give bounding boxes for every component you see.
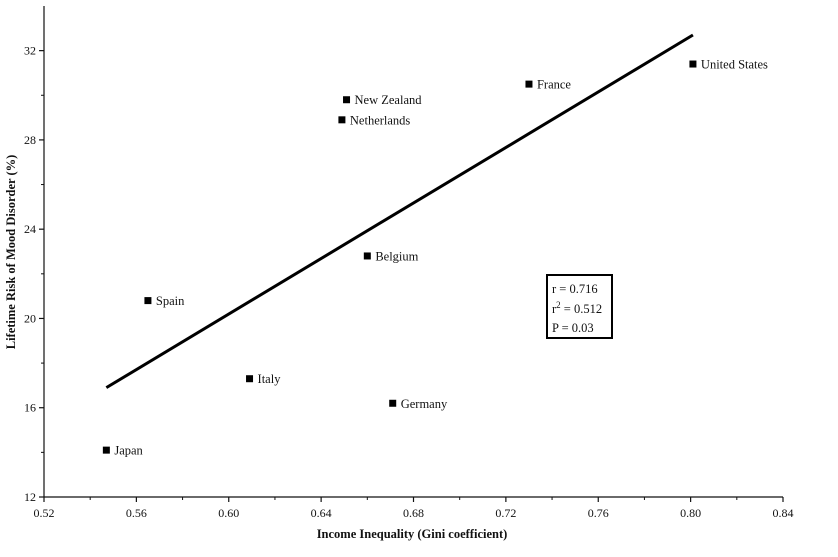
- data-point-label: United States: [701, 58, 768, 72]
- data-point-marker: [102, 446, 110, 454]
- data-point-label: Netherlands: [350, 113, 411, 127]
- stat-r-squared-prefix: r: [552, 302, 557, 316]
- x-tick-label: 0.64: [311, 506, 332, 520]
- stats-box-border: [546, 274, 613, 339]
- data-point-label: Japan: [114, 444, 143, 458]
- data-point-marker: [144, 297, 152, 305]
- y-tick-label: 12: [24, 490, 36, 504]
- x-tick-label: 0.84: [773, 506, 794, 520]
- stat-r-squared: r2 = 0.512: [552, 300, 602, 316]
- x-axis-title: Income Inequality (Gini coefficient): [317, 527, 508, 541]
- data-point-label: Italy: [258, 372, 282, 386]
- x-tick-label: 0.68: [403, 506, 424, 520]
- data-point-label: France: [537, 78, 571, 92]
- y-tick-label: 24: [24, 222, 36, 236]
- data-point-marker: [389, 399, 397, 407]
- x-axis-ticks: 0.52 0.56 0.60 0.64 0.68 0.72 0.76 0.80 0.84: [34, 497, 794, 520]
- data-point-label: Spain: [156, 294, 185, 308]
- stat-r-squared-value: = 0.512: [561, 302, 602, 316]
- data-points: United States France New Zealand Netherland…: [102, 58, 768, 458]
- x-tick-label: 0.52: [34, 506, 55, 520]
- y-tick-label: 20: [24, 311, 36, 325]
- data-point-marker: [525, 80, 533, 88]
- x-tick-label: 0.76: [588, 506, 609, 520]
- data-point-label: Belgium: [375, 249, 418, 263]
- data-point-marker: [689, 60, 697, 68]
- data-point-marker: [343, 96, 351, 104]
- y-tick-label: 28: [24, 133, 36, 147]
- y-axis-title: Lifetime Risk of Mood Disorder (%): [4, 155, 18, 350]
- y-tick-label: 32: [24, 44, 36, 58]
- x-tick-label: 0.80: [680, 506, 701, 520]
- data-point-marker: [363, 252, 371, 260]
- data-point-label: Germany: [401, 397, 448, 411]
- y-tick-label: 16: [24, 401, 36, 415]
- stats-box: r = 0.716 r2 = 0.512 P = 0.03: [546, 274, 613, 339]
- x-tick-label: 0.56: [126, 506, 147, 520]
- stat-p-value: P = 0.03: [552, 321, 594, 335]
- stat-r: r = 0.716: [552, 282, 598, 296]
- y-axis-ticks: 12 16 20 24 28 32: [24, 44, 44, 504]
- regression-line: [105, 33, 694, 389]
- x-tick-label: 0.60: [218, 506, 239, 520]
- x-tick-label: 0.72: [495, 506, 516, 520]
- data-point-label: New Zealand: [355, 93, 423, 107]
- data-point-marker: [338, 116, 346, 124]
- data-point-marker: [246, 375, 254, 383]
- stat-r-squared-superscript: 2: [556, 300, 561, 310]
